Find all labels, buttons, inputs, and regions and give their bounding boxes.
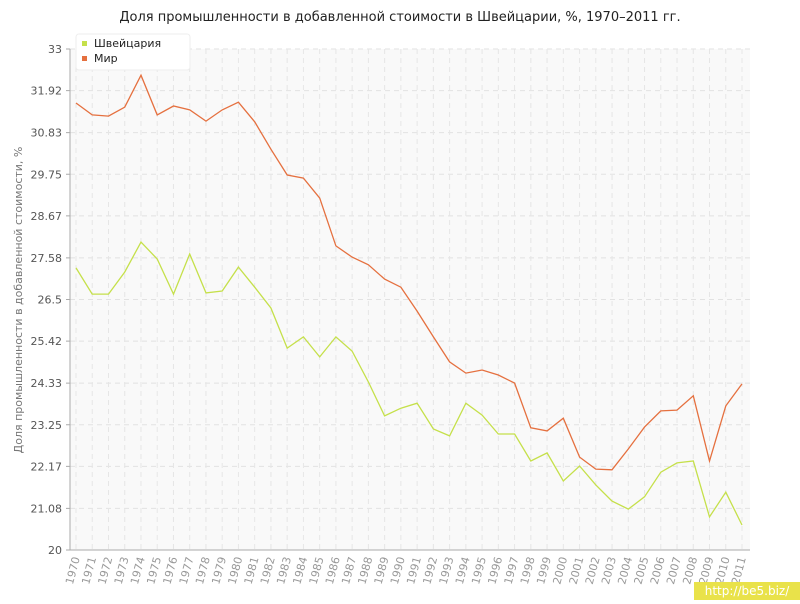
y-tick-label: 28.67 — [31, 210, 63, 223]
y-tick-label: 27.58 — [31, 252, 63, 265]
legend-swatch — [82, 41, 87, 46]
y-tick-label: 20 — [48, 544, 62, 557]
y-tick-label: 30.83 — [31, 127, 63, 140]
series-line — [75, 241, 743, 526]
legend-swatch — [82, 56, 87, 61]
watermark-bg — [694, 582, 800, 600]
y-tick-label: 31.92 — [31, 85, 63, 98]
y-tick-label: 24.33 — [31, 377, 63, 390]
y-tick-label: 25.42 — [31, 335, 63, 348]
legend-label: Швейцария — [94, 37, 161, 50]
y-tick-label: 22.17 — [31, 460, 63, 473]
y-tick-label: 21.08 — [31, 502, 63, 515]
y-tick-label: 26.5 — [38, 294, 63, 307]
y-axis-label: Доля промышленности в добавленной стоимо… — [12, 147, 25, 454]
y-tick-label: 33 — [48, 43, 62, 56]
chart-title: Доля промышленности в добавленной стоимо… — [119, 10, 680, 25]
legend-label: Мир — [94, 52, 118, 65]
series-line — [75, 73, 743, 471]
y-tick-label: 23.25 — [31, 419, 63, 432]
watermark: http://be5.biz/ — [705, 584, 790, 598]
y-tick-label: 29.75 — [31, 168, 63, 181]
legend-box — [75, 33, 191, 71]
